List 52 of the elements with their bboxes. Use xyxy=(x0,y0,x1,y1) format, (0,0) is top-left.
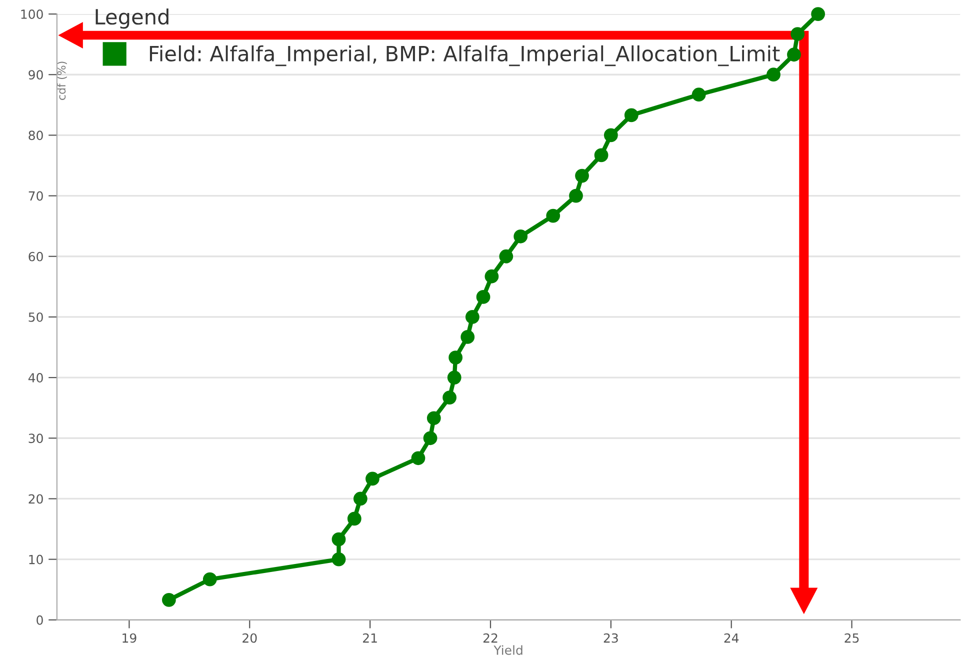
y-tick-label: 10 xyxy=(29,554,43,564)
point xyxy=(465,310,480,324)
point xyxy=(624,108,638,122)
x-axis-title: Yield xyxy=(494,645,522,655)
point xyxy=(442,390,456,404)
point xyxy=(347,512,362,526)
point xyxy=(332,532,346,546)
point xyxy=(332,552,346,566)
x-tick-label: 22 xyxy=(483,633,498,643)
point xyxy=(411,451,426,466)
point xyxy=(766,68,780,82)
point xyxy=(790,27,805,41)
y-tick-label: 100 xyxy=(21,10,43,19)
point xyxy=(366,472,380,486)
y-tick-label: 0 xyxy=(36,615,43,625)
x-tick-label: 19 xyxy=(122,633,136,643)
y-tick-label: 90 xyxy=(28,70,43,80)
y-tick-label: 40 xyxy=(28,373,43,382)
point xyxy=(423,431,438,446)
y-tick-label: 60 xyxy=(28,252,43,262)
point xyxy=(692,88,706,102)
point xyxy=(460,330,475,344)
x-tick-label: 25 xyxy=(844,633,859,643)
point xyxy=(353,492,368,506)
legend-label: Field: Alfalfa_Imperial, BMP: Alfalfa_Imperial_Allocation_Limit xyxy=(150,45,780,66)
point xyxy=(484,269,499,284)
y-tick-label: 50 xyxy=(28,312,43,322)
point xyxy=(476,290,490,304)
x-tick-label: 21 xyxy=(363,633,377,643)
point xyxy=(514,229,528,244)
point xyxy=(575,168,589,183)
point xyxy=(426,411,441,426)
point xyxy=(447,370,462,384)
y-axis-title: cdf (%) xyxy=(57,62,67,100)
x-tick-label: 24 xyxy=(724,633,739,643)
y-tick-label: 20 xyxy=(28,494,43,504)
point xyxy=(811,7,826,21)
point xyxy=(448,350,463,365)
point xyxy=(499,249,514,264)
point xyxy=(604,128,618,142)
legend-title: Legend xyxy=(96,8,168,29)
y-tick-label: 70 xyxy=(28,191,43,201)
point xyxy=(594,148,608,162)
y-tick-label: 80 xyxy=(28,130,43,140)
x-tick-label: 20 xyxy=(242,633,257,643)
y-tick-label: 30 xyxy=(28,434,43,444)
point xyxy=(569,188,583,203)
point xyxy=(162,592,176,607)
point xyxy=(546,208,560,223)
x-tick-label: 23 xyxy=(604,633,618,643)
point xyxy=(202,572,217,586)
point xyxy=(787,48,801,62)
